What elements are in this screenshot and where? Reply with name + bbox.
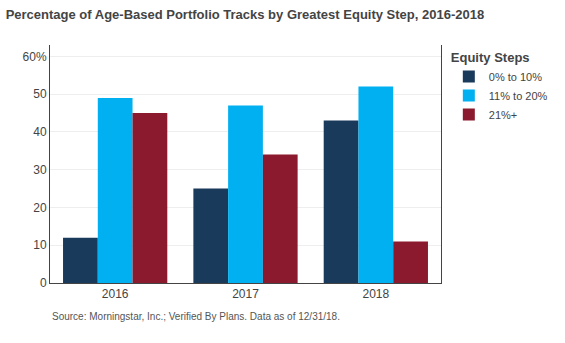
svg-text:2018: 2018 [362,287,389,301]
svg-text:60%: 60% [23,50,47,64]
svg-text:0: 0 [40,276,47,290]
svg-text:50: 50 [33,87,47,101]
svg-text:Percentage of Age-Based Portfo: Percentage of Age-Based Portfolio Tracks… [6,7,485,22]
svg-text:30: 30 [33,163,47,177]
svg-text:40: 40 [33,125,47,139]
svg-text:20: 20 [33,201,47,215]
svg-text:2016: 2016 [102,287,129,301]
svg-text:0% to 10%: 0% to 10% [489,71,542,83]
svg-text:2017: 2017 [232,287,259,301]
svg-text:Equity Steps: Equity Steps [451,50,530,65]
svg-text:10: 10 [33,238,47,252]
svg-text:Source: Morningstar, Inc.; Ver: Source: Morningstar, Inc.; Verified By P… [52,311,340,322]
svg-text:11% to 20%: 11% to 20% [489,90,548,102]
svg-text:21%+: 21%+ [489,109,517,121]
